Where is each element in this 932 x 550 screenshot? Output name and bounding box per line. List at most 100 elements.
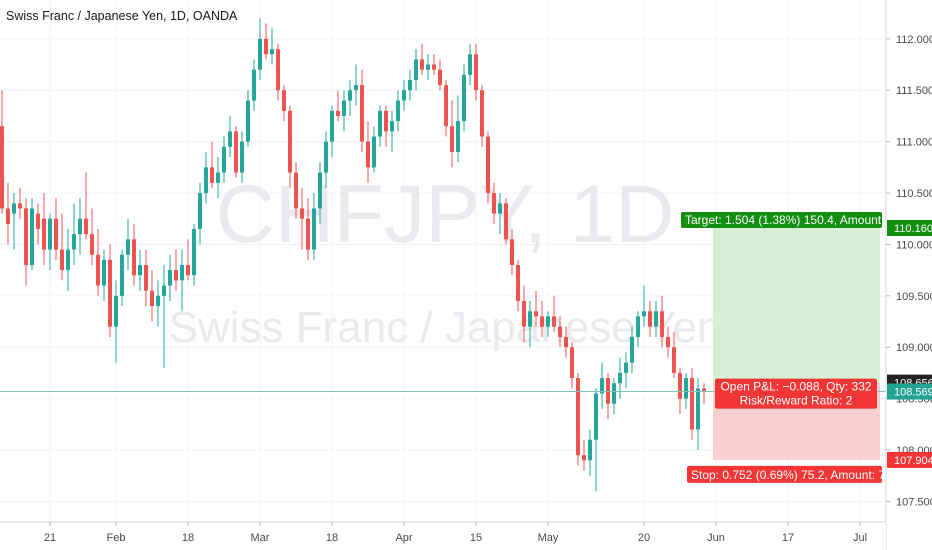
- time-tick-label: Mar: [251, 532, 270, 544]
- candle: [606, 372, 610, 420]
- candle: [78, 198, 82, 255]
- candle-body: [552, 316, 556, 327]
- candle: [510, 229, 514, 276]
- candle: [492, 182, 496, 224]
- candle: [186, 239, 190, 281]
- candle-body: [432, 64, 436, 70]
- symbol-title: Swiss Franc / Japanese Yen, 1D, OANDA: [6, 9, 238, 23]
- candle: [516, 259, 520, 312]
- candle-body: [402, 90, 406, 101]
- candle-body: [198, 193, 202, 230]
- candle: [132, 223, 136, 286]
- candle-body: [378, 110, 382, 137]
- candle: [366, 121, 370, 183]
- candle-body: [252, 69, 256, 101]
- candle-body: [456, 121, 460, 152]
- time-tick-label: 17: [782, 532, 794, 544]
- candle: [414, 49, 418, 91]
- candle-body: [516, 265, 520, 301]
- candle: [222, 136, 226, 183]
- time-tick-label: Jun: [707, 532, 725, 544]
- candle: [594, 388, 598, 492]
- candle: [276, 43, 280, 101]
- candle: [120, 249, 124, 307]
- candle: [582, 439, 586, 471]
- candle-body: [474, 54, 478, 91]
- candle: [588, 429, 592, 476]
- candle-body: [594, 393, 598, 440]
- candle-body: [132, 239, 136, 276]
- candle: [324, 131, 328, 188]
- candle: [42, 193, 46, 265]
- candle-body: [492, 193, 496, 214]
- long-position-zones[interactable]: [713, 227, 880, 460]
- candle-body: [144, 265, 148, 291]
- price-tag-label: 108.569: [894, 387, 932, 399]
- price-tick-label: 112.000: [896, 34, 932, 46]
- candle: [342, 90, 346, 132]
- candle-body: [138, 265, 142, 276]
- candle: [546, 311, 550, 337]
- target-label-box: [681, 211, 882, 228]
- candle-body: [336, 110, 340, 116]
- candle-body: [84, 218, 88, 235]
- candle-body: [540, 316, 544, 327]
- candle-body: [444, 85, 448, 127]
- time-axis-bg[interactable]: [0, 522, 886, 550]
- price-tag-label: 107.904: [894, 455, 932, 467]
- candle: [666, 326, 670, 358]
- time-tick-label: 18: [326, 532, 338, 544]
- candle-body: [300, 208, 304, 219]
- candle: [498, 193, 502, 235]
- candle: [378, 105, 382, 147]
- candle-body: [174, 270, 178, 281]
- candle-body: [36, 213, 40, 230]
- time-axis[interactable]: 21 Feb 18 Mar 18 Apr 15 May 20 Jun 17 Jul: [0, 521, 886, 550]
- candle: [654, 300, 658, 337]
- target-zone[interactable]: [713, 227, 880, 383]
- candle-body: [18, 203, 22, 209]
- price-axis[interactable]: 107.500108.000108.500109.000109.500110.0…: [885, 0, 932, 550]
- candle-body: [564, 336, 568, 348]
- candle-body: [0, 126, 4, 209]
- price-tag-label: 110.160: [894, 223, 932, 235]
- position-overlay: Target: 1.504 (1.38%) 150.4, Amount: 14 O…: [0, 211, 901, 483]
- candle-body: [78, 218, 82, 235]
- candle: [12, 193, 16, 250]
- candle: [618, 357, 622, 399]
- candle: [564, 326, 568, 358]
- risk-reward-label: Risk/Reward Ratio: 2: [740, 394, 853, 408]
- candle: [192, 223, 196, 286]
- candle: [198, 182, 202, 245]
- candle-body: [396, 100, 400, 122]
- candle-body: [120, 254, 124, 296]
- price-tick-label: 111.500: [896, 85, 932, 97]
- candle: [444, 79, 448, 137]
- candle-body: [48, 218, 52, 250]
- time-tick-label: Jul: [853, 532, 867, 544]
- candle: [702, 383, 706, 404]
- candle-body: [12, 203, 16, 214]
- candle-body: [630, 336, 634, 363]
- candle-body: [504, 203, 508, 240]
- candle: [330, 105, 334, 158]
- candle-body: [258, 38, 262, 70]
- candle: [456, 95, 460, 163]
- candle-body: [294, 172, 298, 209]
- time-tick-label: 21: [44, 532, 56, 544]
- watermark: CHFJPY, 1D Swiss Franc / Japanese Yen: [169, 169, 722, 352]
- candle: [66, 229, 70, 291]
- candle-body: [414, 59, 418, 80]
- candle-body: [156, 295, 160, 307]
- candle: [156, 280, 160, 327]
- price-tag: [887, 219, 932, 236]
- candle-body: [216, 172, 220, 183]
- candle: [390, 110, 394, 152]
- time-tick-label: Apr: [395, 532, 412, 544]
- stop-label-box: [687, 465, 882, 483]
- candle: [522, 285, 526, 343]
- candle: [210, 141, 214, 188]
- candle-body: [450, 126, 454, 152]
- price-tag: [887, 451, 932, 468]
